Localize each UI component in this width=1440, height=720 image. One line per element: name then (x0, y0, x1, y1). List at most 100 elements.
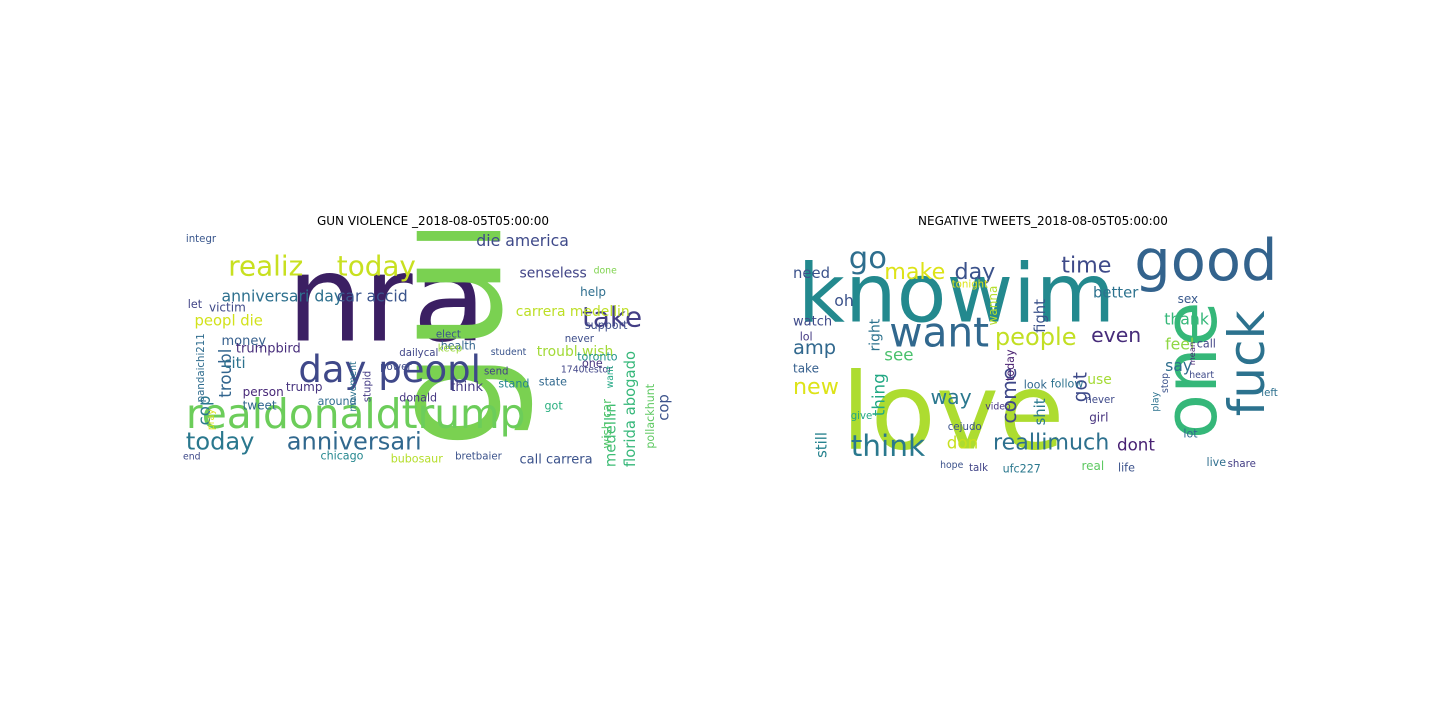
cloud-word: realiz (228, 249, 303, 282)
cloud-word: tweet (243, 399, 277, 413)
cloud-word: senseless (520, 265, 587, 281)
cloud-word: integr (186, 234, 217, 245)
cloud-word: gun (359, 231, 537, 449)
cloud-word: chicago (321, 450, 364, 463)
cloud-word: realdonaldtrump (186, 390, 526, 438)
cloud-word: today (337, 249, 416, 282)
cloud-word: student (491, 347, 527, 358)
cloud-word: wish car (600, 399, 614, 449)
cloud-word: make (884, 259, 945, 285)
cloud-word: way (931, 385, 972, 409)
cloud-word: want (889, 309, 989, 357)
cloud-word: got (545, 400, 564, 413)
cloud-word: shit (1032, 398, 1049, 425)
cloud-word: money (222, 334, 267, 349)
cloud-word: around (318, 395, 357, 408)
cloud-word: use (1087, 372, 1112, 388)
cloud-word: health (441, 340, 476, 353)
wordcloud-image: love knowim good one fuck want think reallimuch… (793, 231, 1293, 481)
cloud-word: help (580, 285, 606, 299)
cloud-word: want (605, 365, 616, 388)
cloud-word: play (1150, 391, 1161, 411)
cloud-word: amp (793, 336, 836, 359)
cloud-word: let (188, 298, 203, 311)
cloud-word: movement (348, 361, 359, 412)
cloud-word: victim (209, 301, 246, 315)
cloud-word: take (793, 362, 819, 376)
cloud-word: see (884, 345, 913, 365)
cloud-word: fight (1032, 299, 1049, 333)
cloud-word: florida abogado (622, 351, 639, 467)
cloud-word: sex (1178, 292, 1199, 306)
cloud-word: one (582, 357, 603, 370)
cloud-word: real (1082, 459, 1105, 473)
cloud-word: cop (194, 395, 214, 425)
cloud-word: bubosaur (391, 453, 444, 466)
cloud-word: power (380, 362, 412, 373)
cloud-word: never (565, 334, 595, 345)
cloud-word: tonight (952, 280, 988, 291)
cloud-word: think (450, 380, 483, 395)
cloud-word: anniversari (287, 428, 422, 456)
cloud-word: one (1148, 301, 1234, 439)
cloud-word: peopl die (195, 312, 263, 329)
cloud-word: thank (1164, 310, 1210, 329)
cloud-word: support (585, 319, 628, 332)
cloud-word: take (582, 300, 642, 333)
cloud-word: person (243, 385, 284, 399)
wordcloud-image: nra gun realdonaldtrump day peopl realiz toda… (183, 231, 683, 481)
cloud-word: new (793, 374, 839, 400)
cloud-word: stupid (363, 371, 374, 403)
cloud-word: fuck (1218, 310, 1276, 416)
cloud-word: come (997, 367, 1021, 423)
cloud-word: trump (286, 380, 323, 394)
wordcloud-panel-gun-violence: GUN VIOLENCE _2018-08-05T05:00:00 nra gun… (183, 0, 683, 720)
cloud-word: dont (1117, 434, 1155, 454)
cloud-word: anniversari day (222, 286, 344, 305)
cloud-word: right (868, 318, 884, 351)
cloud-word: elect (436, 330, 461, 341)
cloud-word: life (1118, 462, 1135, 475)
cloud-word: cejudo (948, 422, 982, 433)
cloud-word: hope (940, 460, 963, 471)
cloud-word: dailycal (399, 348, 438, 359)
cloud-word: follow (1051, 378, 1084, 391)
cloud-word: still (814, 432, 831, 458)
cloud-word: thing (868, 373, 888, 416)
cloud-word: look (1024, 378, 1048, 391)
cloud-word: girl (1089, 411, 1108, 425)
cloud-word: end (183, 452, 201, 463)
cloud-word: keep (438, 343, 463, 354)
cloud-word: bretbaier (455, 452, 503, 463)
cloud-word: today (186, 428, 255, 456)
cloud-word: medellin (603, 403, 620, 467)
cloud-word: think (851, 429, 926, 463)
cloud-word: stand (498, 378, 529, 391)
cloud-word: even (1091, 323, 1141, 347)
cloud-word: watch (793, 314, 832, 329)
cloud-word: troubl wish (537, 344, 614, 360)
cloud-word: love (841, 351, 1064, 475)
cloud-word: better (1093, 285, 1139, 302)
cloud-word: pandaichi211 (196, 333, 207, 402)
cloud-word: pollackhunt (644, 383, 657, 448)
panel-title: NEGATIVE TWEETS_2018-08-05T05:00:00 (918, 214, 1168, 228)
cloud-word: state (539, 376, 567, 389)
cloud-word: die america (476, 231, 569, 250)
cloud-word: video (985, 402, 1011, 413)
cloud-word: never (1085, 395, 1115, 406)
cloud-word: knowim (798, 247, 1115, 342)
cloud-word: lot (1183, 428, 1198, 441)
cloud-word: lol (800, 330, 813, 343)
cloud-word: 1740testor (561, 365, 612, 376)
cloud-word: talk (969, 463, 988, 474)
cloud-word: troubl (215, 349, 235, 398)
cloud-word: people (995, 323, 1077, 351)
cloud-word: give (851, 411, 873, 422)
cloud-word: cop (656, 394, 673, 421)
cloud-word: call carrera (520, 452, 593, 467)
cloud-word: live (1207, 456, 1227, 469)
cloud-word: pray (206, 409, 217, 430)
